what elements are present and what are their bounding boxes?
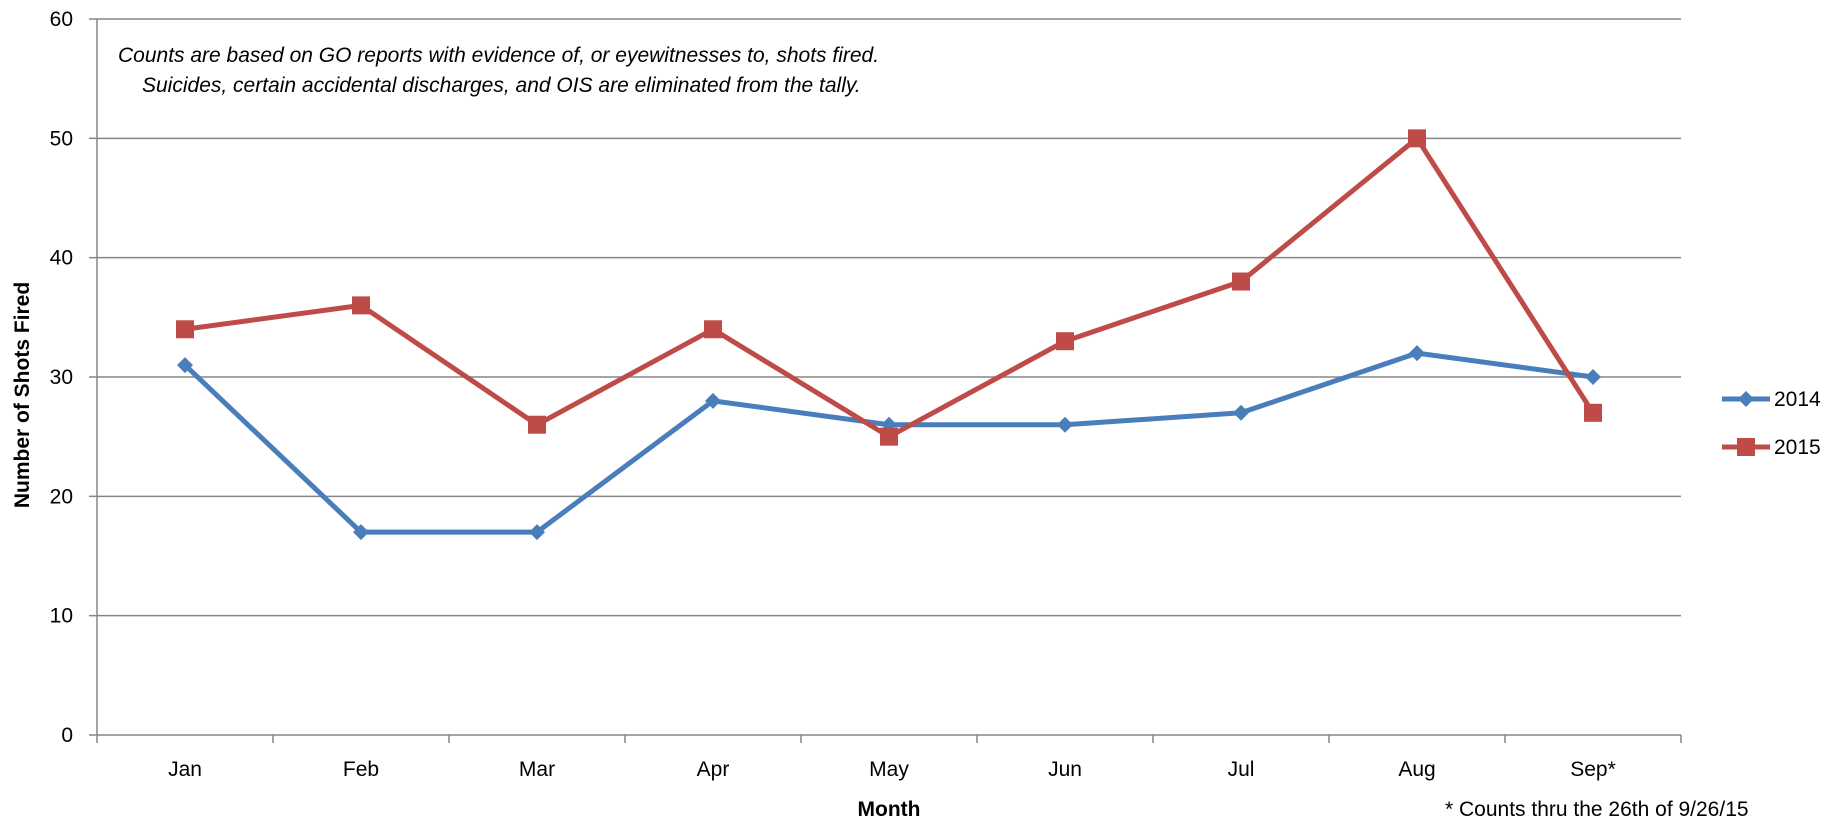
- point-2014-Jul: [1233, 404, 1249, 421]
- annotation-line-2: Suicides, certain accidental discharges,…: [142, 74, 861, 97]
- point-2014-Jun: [1057, 416, 1073, 433]
- point-2014-Apr: [705, 392, 721, 409]
- point-2015-May: [880, 427, 898, 446]
- y-tick-label-10: 10: [50, 605, 73, 628]
- y-tick-labels: 0 10 20 30 40 50 60: [50, 8, 73, 747]
- y-tick-label-20: 20: [50, 485, 73, 508]
- x-tick-label-Jun: Jun: [1048, 758, 1082, 781]
- y-tick-label-30: 30: [50, 366, 73, 389]
- legend-swatch-marker-2015: [1737, 438, 1755, 456]
- point-2015-Jun: [1056, 332, 1074, 351]
- point-2015-Sep: [1584, 403, 1602, 422]
- point-2015-Jul: [1232, 272, 1250, 291]
- legend: 2014 2015: [1722, 388, 1821, 459]
- legend-label-2015: 2015: [1774, 436, 1821, 459]
- point-2014-Feb: [353, 524, 369, 541]
- x-tick-label-Feb: Feb: [343, 758, 379, 781]
- point-2014-Sep: [1585, 369, 1601, 385]
- point-2015-Feb: [352, 296, 370, 315]
- legend-item-2014: 2014: [1722, 388, 1821, 411]
- x-tick-label-Jan: Jan: [168, 758, 202, 781]
- y-tick-label-60: 60: [50, 8, 73, 31]
- legend-item-2015: 2015: [1722, 436, 1821, 459]
- axes: [89, 18, 1682, 743]
- y-axis-title: Number of Shots Fired: [11, 282, 34, 508]
- series-2015: [176, 129, 1602, 446]
- x-tick-label-Apr: Apr: [697, 758, 730, 781]
- legend-swatch-marker-2014: [1738, 391, 1754, 407]
- x-tick-label-Mar: Mar: [519, 758, 555, 781]
- x-axis-title: Month: [858, 798, 921, 820]
- point-2015-Apr: [704, 320, 722, 339]
- x-tick-label-May: May: [869, 758, 909, 781]
- footnote: * Counts thru the 26th of 9/26/15: [1445, 798, 1749, 820]
- point-2015-Aug: [1408, 129, 1426, 148]
- legend-label-2014: 2014: [1774, 388, 1821, 411]
- series-lines: [176, 129, 1602, 541]
- gridlines: [97, 18, 1681, 617]
- annotation-line-1: Counts are based on GO reports with evid…: [118, 44, 879, 67]
- x-tick-labels: Jan Feb Mar Apr May Jun Jul Aug Sep*: [168, 758, 1616, 781]
- y-tick-label-40: 40: [50, 247, 73, 270]
- point-2015-Jan: [176, 320, 194, 339]
- y-tick-label-50: 50: [50, 127, 73, 150]
- y-tick-label-0: 0: [61, 724, 73, 747]
- series-line-2015: [184, 135, 1596, 440]
- point-2014-Mar: [529, 524, 545, 541]
- x-tick-label-Jul: Jul: [1228, 758, 1255, 781]
- point-2014-Aug: [1409, 345, 1425, 362]
- x-tick-label-Aug: Aug: [1398, 758, 1435, 781]
- series-2014: [177, 345, 1601, 541]
- point-2015-Mar: [528, 415, 546, 434]
- point-2014-Jan: [177, 357, 193, 374]
- x-tick-label-Sep: Sep*: [1570, 758, 1616, 781]
